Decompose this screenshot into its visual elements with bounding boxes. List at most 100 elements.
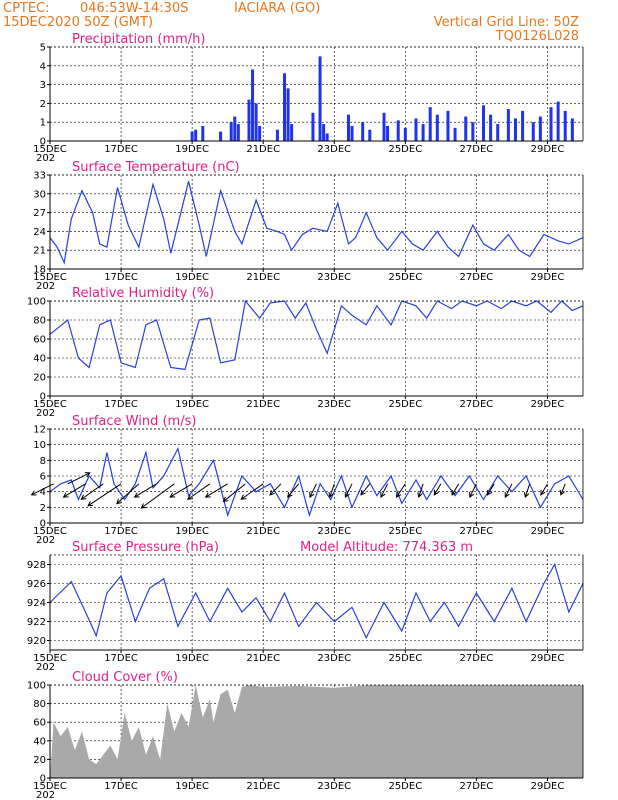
wind-arrow-head <box>269 489 275 496</box>
precip-bar <box>190 131 194 141</box>
series-line <box>49 562 584 640</box>
x-tick-year: 202 <box>36 153 55 164</box>
wind-arrow-head <box>523 492 530 499</box>
panel-title: Surface Pressure (hPa) <box>72 540 219 555</box>
y-tick-label: 24 <box>33 227 46 238</box>
x-tick-label: 29DEC <box>531 399 565 410</box>
precip-bar <box>275 129 279 141</box>
header-source: CPTEC: <box>3 1 50 16</box>
wind-arrow-head <box>80 494 87 500</box>
x-tick-label: 27DEC <box>460 272 494 283</box>
y-tick-label: 3 <box>40 80 46 91</box>
precip-bar <box>254 103 258 141</box>
panel-6: 0 20 40 60 80 100 15DEC 17DEC 19DEC 21DEC 23DEC 25D… <box>27 670 584 800</box>
precip-bar <box>446 110 450 141</box>
y-tick-label: 4 <box>40 487 46 498</box>
x-tick-label: 25DEC <box>388 399 422 410</box>
model-altitude-label: Model Altitude: 774.363 m <box>300 540 473 555</box>
wind-arrow <box>469 483 477 498</box>
wind-arrow <box>560 483 566 496</box>
precip-bar <box>201 125 205 141</box>
wind-arrow <box>116 483 140 505</box>
panel-1: 0 1 2 3 4 5 15DEC 17DEC 19DEC 21DEC 23DEC 25DEC 27DE… <box>33 32 584 164</box>
wind-arrow-head <box>433 489 439 496</box>
precip-bar <box>318 56 322 141</box>
wind-arrow-head <box>469 492 475 498</box>
panel-title: Surface Temperature (nC) <box>72 160 240 175</box>
wind-arrow-head <box>84 472 91 478</box>
wind-arrow <box>540 483 548 496</box>
wind-arrow-head <box>62 492 69 498</box>
precip-bar <box>219 131 223 141</box>
x-tick-label: 21DEC <box>246 399 280 410</box>
y-tick-label: 6 <box>40 472 46 483</box>
x-tick-label: 23DEC <box>317 399 351 410</box>
wind-arrow-head <box>140 503 147 509</box>
wind-arrow <box>134 483 157 498</box>
precip-bar <box>322 124 326 141</box>
precip-bar <box>489 114 493 141</box>
x-tick-label: 21DEC <box>246 653 280 664</box>
precip-bar <box>396 120 400 141</box>
x-tick-label: 21DEC <box>246 526 280 537</box>
wind-arrow <box>223 483 246 502</box>
x-tick-label: 19DEC <box>175 144 209 155</box>
wind-arrow-head <box>116 498 122 505</box>
x-tick-label: 23DEC <box>317 653 351 664</box>
cloud-cover-area <box>50 685 583 778</box>
precip-bar <box>325 133 329 141</box>
x-tick-label: 23DEC <box>317 144 351 155</box>
wind-arrow <box>205 483 228 498</box>
x-tick-label: 19DEC <box>175 526 209 537</box>
y-tick-label: 30 <box>33 189 46 200</box>
wind-arrow-head <box>451 489 457 496</box>
wind-arrow-head <box>133 492 140 498</box>
x-tick-label: 17DEC <box>104 272 138 283</box>
wind-arrow <box>524 483 531 498</box>
wind-arrow <box>309 483 317 498</box>
x-tick-label: 15DEC <box>33 399 67 410</box>
x-tick-label: 27DEC <box>460 144 494 155</box>
y-tick-label: 8 <box>40 456 46 467</box>
x-tick-label: 23DEC <box>317 272 351 283</box>
wind-arrow-head <box>222 496 229 503</box>
wind-arrow <box>269 483 282 496</box>
precip-bar <box>403 127 407 141</box>
precip-bar <box>247 99 251 141</box>
panel-5: 920 922 924 926 928 15DEC 17DEC 19DEC 21DEC 23DEC… <box>27 540 584 673</box>
x-tick-year: 202 <box>36 790 55 800</box>
y-tick-label: 100 <box>27 681 46 692</box>
x-tick-label: 23DEC <box>317 781 351 792</box>
wind-arrow <box>380 483 389 498</box>
precip-bar <box>506 109 510 141</box>
y-tick-label: 33 <box>33 171 46 182</box>
precip-bar <box>346 114 350 141</box>
wind-arrow-head <box>328 492 334 499</box>
precip-bar <box>513 118 517 141</box>
precip-bar <box>482 105 486 141</box>
x-tick-year: 202 <box>36 535 55 546</box>
y-tick-label: 20 <box>33 373 46 384</box>
y-tick-label: 20 <box>33 755 46 766</box>
x-tick-label: 19DEC <box>175 781 209 792</box>
wind-arrow <box>63 483 86 498</box>
wind-arrow <box>487 483 495 496</box>
wind-arrow <box>240 483 264 500</box>
precip-bar <box>531 122 535 141</box>
wind-arrow <box>169 483 193 498</box>
header-location: IACIARA (GO) <box>234 1 320 16</box>
x-tick-label: 21DEC <box>246 144 280 155</box>
y-tick-label: 920 <box>27 636 46 647</box>
precip-bar <box>464 116 468 141</box>
x-tick-label: 15DEC <box>33 144 67 155</box>
y-tick-label: 10 <box>33 440 46 451</box>
wind-arrow-head <box>30 490 37 496</box>
precip-bar <box>236 124 240 141</box>
y-tick-label: 40 <box>33 354 46 365</box>
x-tick-label: 19DEC <box>175 399 209 410</box>
y-tick-label: 40 <box>33 736 46 747</box>
x-tick-label: 25DEC <box>388 144 422 155</box>
wind-arrow-head <box>287 492 293 498</box>
